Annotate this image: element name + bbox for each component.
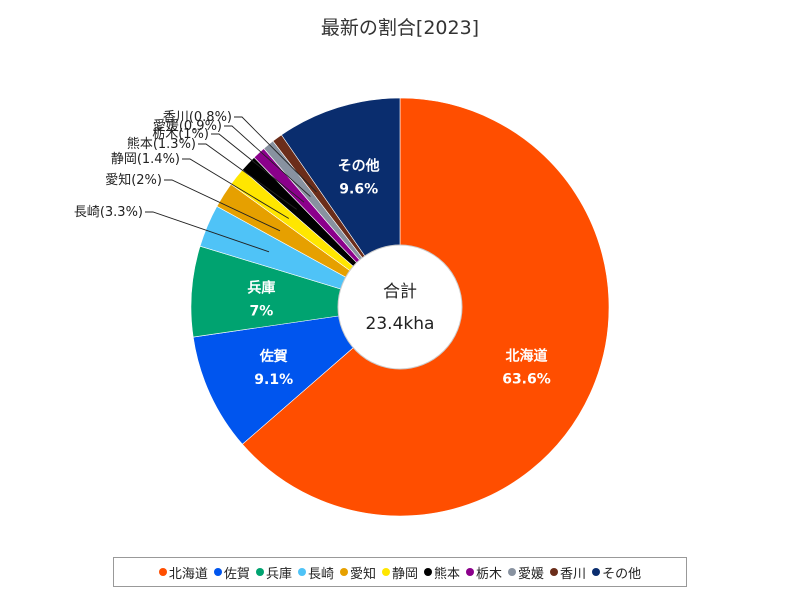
callout-line bbox=[234, 116, 317, 193]
chart-title: 最新の割合[2023] bbox=[321, 17, 479, 39]
callout-line bbox=[198, 143, 297, 210]
slice-label-name: その他 bbox=[338, 157, 380, 174]
slice-label-name: 佐賀 bbox=[259, 348, 288, 365]
legend-item: 静岡 bbox=[381, 563, 418, 582]
legend-item: 北海道 bbox=[158, 563, 208, 582]
callout-line bbox=[224, 125, 311, 197]
callout-label: 香川(0.8%) bbox=[163, 110, 232, 125]
legend-marker bbox=[213, 568, 222, 576]
callout-line bbox=[211, 133, 305, 203]
legend-marker bbox=[424, 568, 432, 576]
legend-label: 愛知 bbox=[349, 566, 376, 582]
callout-label: 静岡(1.4%) bbox=[111, 152, 180, 167]
legend-item: 香川 bbox=[550, 563, 586, 582]
legend-label: 静岡 bbox=[391, 566, 418, 582]
callout-label: 長崎(3.3%) bbox=[74, 205, 143, 220]
callout-label: 栃木(1%) bbox=[152, 127, 209, 142]
slice-label-value: 63.6% bbox=[502, 372, 551, 388]
legend-marker bbox=[508, 568, 517, 576]
legend-label: 佐賀 bbox=[223, 566, 250, 582]
callout-label: 愛知(2%) bbox=[105, 172, 162, 188]
legend-label: 兵庫 bbox=[265, 566, 292, 582]
callout-label: 熊本(1.3%) bbox=[127, 136, 196, 152]
center-total: 23.4kha bbox=[366, 314, 435, 334]
legend-item: 熊本 bbox=[424, 563, 460, 582]
legend-label: 長崎 bbox=[307, 566, 334, 582]
legend-item: 愛知 bbox=[339, 563, 376, 582]
legend-label: 栃木 bbox=[476, 566, 503, 582]
legend-marker bbox=[255, 568, 264, 576]
slice-label-name: 兵庫 bbox=[247, 280, 275, 297]
legend-label: 香川 bbox=[560, 566, 587, 582]
legend-marker bbox=[592, 568, 601, 576]
callout-line bbox=[164, 179, 281, 232]
legend-item: 長崎 bbox=[297, 563, 334, 582]
center-hole bbox=[337, 244, 463, 370]
legend-marker bbox=[158, 568, 167, 576]
legend-label: その他 bbox=[602, 566, 642, 582]
slice-label-name: 北海道 bbox=[506, 348, 548, 365]
labels-layer: 北海道 63.6% 佐賀 9.1% 兵庫 7% 長崎(3.3%) 愛知(2%) 静岡(1.4%)… bbox=[74, 110, 551, 388]
legend: 北海道 佐賀 兵庫 長崎 愛知 静岡 熊本 栃木 愛媛 香川 その他 bbox=[113, 557, 687, 587]
legend-label: 愛媛 bbox=[518, 566, 545, 582]
center-label: 合計 bbox=[383, 282, 417, 302]
legend-label: 熊本 bbox=[434, 566, 461, 582]
callout-line bbox=[182, 158, 290, 219]
legend-item: 栃木 bbox=[466, 563, 502, 582]
legend-marker bbox=[339, 568, 348, 576]
slice-label-value: 7% bbox=[250, 304, 274, 320]
legend-marker bbox=[297, 568, 306, 576]
legend-marker bbox=[381, 568, 390, 576]
legend-marker bbox=[550, 568, 559, 576]
legend-marker bbox=[466, 568, 475, 576]
slice-label-value: 9.6% bbox=[339, 181, 378, 197]
legend-item: 兵庫 bbox=[255, 563, 292, 582]
legend-item: 佐賀 bbox=[213, 563, 250, 582]
legend-item: その他 bbox=[592, 563, 641, 582]
slice-label-value: 9.1% bbox=[254, 372, 293, 388]
legend-label: 北海道 bbox=[168, 566, 208, 582]
callout-label: 愛媛(0.9%) bbox=[153, 119, 222, 134]
callout-line bbox=[145, 211, 270, 253]
legend-item: 愛媛 bbox=[508, 563, 544, 582]
